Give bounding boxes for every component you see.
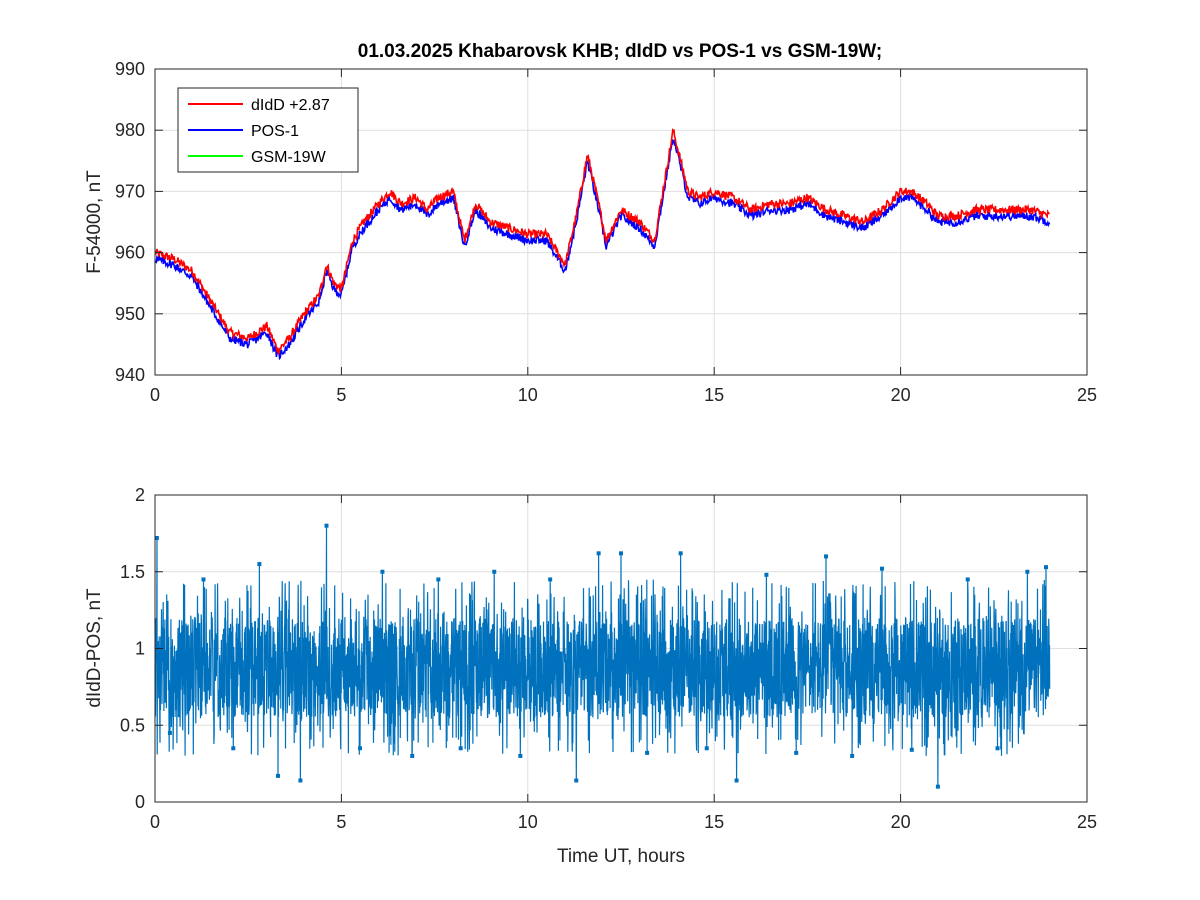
bottom-spike-marker [518,753,523,758]
top-ticks: 0 5 10 15 20 25 940 950 960 970 980 990 [115,59,1097,405]
bottom-axes: 0 5 10 15 20 25 0 0.5 1 1.5 2 dIdD-POS, nT Time UT… [84,485,1097,867]
bottom-y-axis-label: dIdD-POS, nT [84,588,105,708]
bottom-spike-marker [358,746,363,751]
bottom-spike-marker [1025,569,1030,574]
bottom-spike-marker [596,551,601,556]
top-x-tick-label: 10 [518,385,538,405]
bottom-series-group [154,523,1051,789]
bottom-y-tick-label: 0 [135,792,145,812]
bottom-spike-marker [574,778,579,783]
top-y-axis-label: F-54000, nT [84,170,105,274]
bottom-y-tick-label: 1.5 [120,562,145,582]
bottom-ticks: 0 5 10 15 20 25 0 0.5 1 1.5 2 [120,485,1097,832]
bottom-spike-marker [824,554,829,559]
top-axes-box [154,68,1088,376]
bottom-x-tick-label: 15 [704,812,724,832]
top-series-group [155,127,1051,361]
bottom-x-tick-label: 25 [1077,812,1097,832]
bottom-spike-marker [619,551,623,556]
bottom-spike-marker [324,523,329,528]
bottom-spike-marker [995,746,1000,751]
bottom-spike-marker [257,562,262,567]
bottom-spike-marker [458,746,463,751]
top-series-line-didd [155,127,1050,355]
bottom-spike-marker [436,577,441,582]
bottom-y-tick-label: 2 [135,485,145,505]
bottom-x-axis-label: Time UT, hours [557,846,685,867]
bottom-spike-marker [410,753,415,758]
bottom-x-tick-label: 5 [336,812,346,832]
bottom-spike-marker [850,753,855,758]
bottom-y-tick-label: 1 [135,639,145,659]
bottom-spike-marker [879,566,884,571]
legend-label-gsm19w: GSM-19W [251,149,327,166]
top-x-tick-label: 15 [704,385,724,405]
legend: dIdD +2.87 POS-1 GSM-19W [177,87,359,173]
bottom-spike-marker [231,746,236,751]
top-x-tick-label: 0 [150,385,160,405]
bottom-x-tick-label: 20 [891,812,911,832]
bottom-spike-marker [276,773,281,778]
legend-label-pos1: POS-1 [251,123,299,140]
top-chart-title: 01.03.2025 Khabarovsk KHB; dIdD vs POS-1… [358,41,882,62]
bottom-spike-marker [201,577,206,582]
legend-label-didd: dIdD +2.87 [251,97,330,114]
bottom-spike-marker [764,572,769,577]
top-y-tick-label: 980 [115,120,145,140]
bottom-x-tick-label: 10 [518,812,538,832]
bottom-spike-marker [678,551,683,556]
bottom-spike-marker [794,750,799,755]
bottom-spike-marker [548,577,553,582]
top-y-tick-label: 940 [115,365,145,385]
bottom-spike-marker [380,569,385,574]
bottom-y-tick-label: 0.5 [120,715,145,735]
top-y-tick-label: 950 [115,304,145,324]
bottom-spike-marker [167,730,172,735]
top-x-tick-label: 20 [891,385,911,405]
top-y-tick-label: 960 [115,243,145,263]
top-x-tick-label: 25 [1077,385,1097,405]
bottom-spike-marker [935,784,940,789]
top-y-tick-label: 990 [115,59,145,79]
bottom-spike-marker [154,535,159,540]
bottom-difference-line [154,525,1051,787]
bottom-spike-marker [704,746,709,751]
top-y-tick-label: 970 [115,181,145,201]
top-axes: 01.03.2025 Khabarovsk KHB; dIdD vs POS-1… [84,41,1097,405]
top-x-tick-label: 5 [336,385,346,405]
bottom-spike-marker [492,569,497,574]
bottom-spike-marker [298,778,303,783]
bottom-spike-marker [965,577,970,582]
bottom-spike-marker [645,750,650,755]
bottom-spike-marker [909,747,914,752]
bottom-x-tick-label: 0 [150,812,160,832]
bottom-spike-marker [1043,565,1048,570]
bottom-spike-marker [734,778,739,783]
